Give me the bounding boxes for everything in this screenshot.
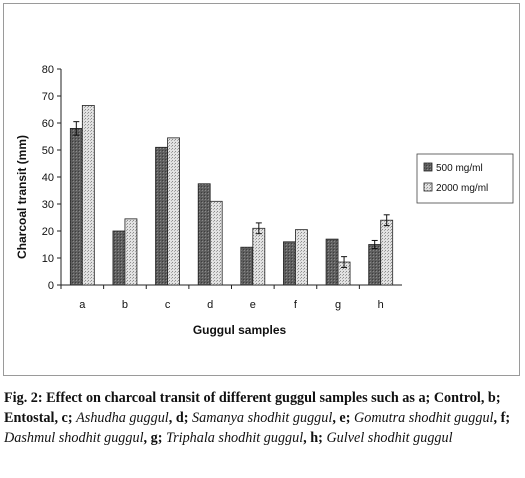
x-tick-label: e: [250, 299, 256, 311]
legend-swatch-2: [423, 182, 433, 192]
legend-label-1: 500 mg/ml: [436, 163, 483, 174]
x-tick-label: a: [79, 299, 86, 311]
caption-part: , d;: [168, 410, 193, 426]
caption-part: , g;: [143, 430, 166, 446]
bar-series2-b: [124, 218, 138, 286]
x-axis-title: Guggul samples: [193, 323, 287, 337]
x-tick-label: h: [378, 299, 384, 311]
bar-series1-c: [155, 146, 168, 286]
bar-series1-a: [69, 128, 83, 286]
bar-series1-d: [197, 183, 211, 286]
legend-box: [416, 153, 514, 204]
bar-series1-b: [112, 230, 126, 286]
bar-series2-a: [81, 105, 95, 286]
y-tick-label: 40: [42, 172, 54, 184]
caption-part: Effect on charcoal transit of different …: [4, 390, 501, 426]
legend: 500 mg/ml 2000 mg/ml: [416, 153, 514, 204]
bar-series1-g: [325, 238, 339, 286]
y-tick-label: 60: [42, 118, 54, 130]
caption-part: Dashmul shodhit guggul: [4, 430, 144, 446]
figure-frame: 0 10 20 30 40 50 60 70 80 a b c d e f g h Guggul samples C…: [3, 3, 520, 376]
bar-series2-f: [295, 229, 308, 286]
y-tick-label: 70: [42, 91, 54, 103]
error-bars: [73, 121, 390, 268]
x-tick-label: c: [165, 299, 171, 311]
caption-part: Gulvel shodhit guggul: [326, 430, 453, 446]
bars: [69, 105, 394, 286]
caption-part: , h;: [303, 430, 327, 446]
y-tick-label: 30: [42, 199, 54, 211]
x-tick-label: b: [122, 299, 128, 311]
bar-series2-c: [167, 137, 180, 286]
x-tick-label: d: [207, 299, 213, 311]
legend-swatch-1: [423, 162, 433, 172]
x-tick-label: f: [294, 299, 298, 311]
bar-series1-e: [240, 246, 254, 286]
bar-chart: 0 10 20 30 40 50 60 70 80 a b c d e f g h Guggul samples C…: [15, 64, 514, 337]
bar-series2-h: [380, 219, 394, 286]
figure-caption: Fig. 2: Effect on charcoal transit of di…: [4, 388, 522, 448]
bar-series2-e: [252, 227, 266, 286]
y-tick-label: 50: [42, 145, 54, 157]
caption-part: , e;: [332, 410, 354, 426]
caption-part: Ashudha guggul: [76, 410, 169, 426]
x-tick-label: g: [335, 299, 341, 311]
caption-part: Samanya shodhit guggul: [192, 410, 333, 426]
y-tick-label: 10: [42, 253, 54, 265]
bar-series1-h: [368, 244, 382, 286]
y-tick-label: 80: [42, 64, 54, 76]
axis-labels: 0 10 20 30 40 50 60 70 80 a b c d e f g h Guggul samples C…: [15, 64, 384, 337]
y-tick-label: 20: [42, 226, 54, 238]
axes: [57, 68, 402, 289]
y-axis-title: Charcoal transit (mm): [15, 135, 29, 259]
bar-series1-f: [283, 241, 296, 286]
y-tick-label: 0: [48, 280, 54, 292]
caption-part: Gomutra shodhit guggul: [353, 410, 494, 426]
caption-part: , f;: [493, 410, 511, 426]
legend-label-2: 2000 mg/ml: [436, 183, 488, 194]
caption-label: Fig. 2:: [4, 390, 43, 406]
bar-series2-d: [209, 200, 223, 286]
caption-part: Triphala shodhit guggul: [166, 430, 304, 446]
